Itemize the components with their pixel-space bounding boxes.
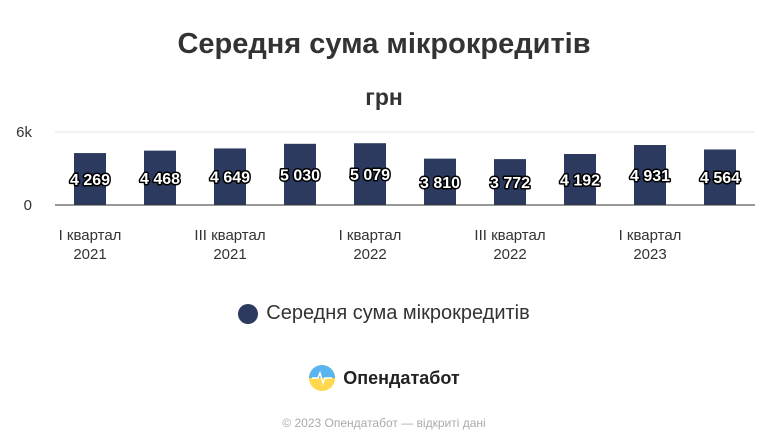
bar-1 bbox=[144, 150, 176, 205]
data-label-7: 4 192 bbox=[560, 172, 600, 189]
data-label-4: 5 079 bbox=[350, 167, 390, 184]
legend-label: Середня сума мікрокредитів bbox=[266, 302, 530, 324]
data-label-9: 4 564 bbox=[700, 170, 740, 187]
bar-chart: 0 6k 4 269 4 468 4 649 5 030 5 079 3 810 3 772 4 … bbox=[16, 124, 755, 263]
bar-0 bbox=[74, 153, 106, 205]
footer-credit: © 2023 Опендатабот — відкриті дані bbox=[282, 416, 486, 430]
bar-2 bbox=[214, 148, 246, 205]
bar-6 bbox=[494, 159, 526, 205]
bar-4 bbox=[354, 143, 386, 205]
bar-7 bbox=[564, 153, 596, 205]
x-tick-label-1: III квартал 2021 bbox=[194, 227, 265, 263]
x-tick-label-3: III квартал 2022 bbox=[474, 227, 545, 263]
bar-9 bbox=[704, 149, 736, 205]
chart-subtitle: грн bbox=[365, 84, 403, 110]
opendatabot-logo-icon bbox=[309, 365, 336, 391]
x-tick-label-0: I квартал 2021 bbox=[59, 227, 122, 263]
legend[interactable]: Середня сума мікрокредитів bbox=[0, 302, 768, 325]
data-label-1: 4 468 bbox=[140, 171, 180, 188]
data-label-5: 3 810 bbox=[420, 175, 460, 192]
y-tick-label-1: 6k bbox=[16, 124, 32, 141]
brand: Опендатабот bbox=[0, 364, 768, 392]
data-label-6: 3 772 bbox=[490, 175, 530, 192]
y-tick-label-0: 0 bbox=[24, 197, 32, 214]
data-label-2: 4 649 bbox=[210, 170, 250, 187]
x-tick-label-2: I квартал 2022 bbox=[339, 227, 402, 263]
chart-title: Середня сума мікрокредитів bbox=[177, 28, 591, 60]
brand-name: Опендатабот bbox=[343, 367, 460, 388]
data-label-3: 5 030 bbox=[280, 167, 320, 184]
bar-8 bbox=[634, 145, 666, 205]
data-label-0: 4 269 bbox=[70, 172, 110, 189]
bar-3 bbox=[284, 143, 316, 205]
x-tick-label-4: I квартал 2023 bbox=[619, 227, 682, 263]
legend-swatch bbox=[238, 303, 259, 324]
bar-5 bbox=[424, 158, 456, 205]
data-label-8: 4 931 bbox=[630, 168, 670, 185]
